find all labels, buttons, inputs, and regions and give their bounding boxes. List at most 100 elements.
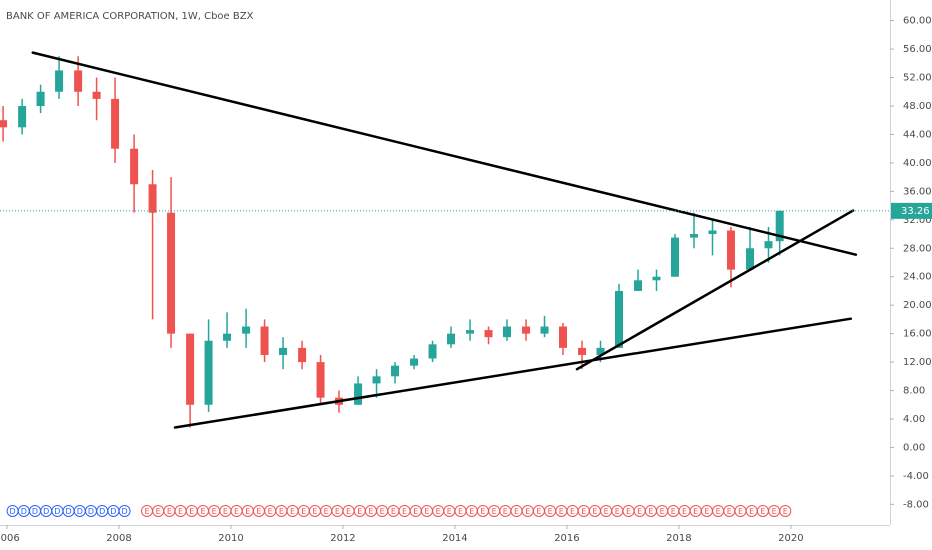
event-letter: E: [760, 507, 765, 516]
event-letter: E: [783, 507, 788, 516]
event-letter: E: [368, 507, 373, 516]
event-circle: [779, 505, 792, 517]
candle-body: [410, 358, 419, 366]
event-marker: D: [62, 505, 75, 517]
event-letter: E: [704, 507, 709, 516]
candle-body: [503, 326, 512, 338]
event-letter: E: [548, 507, 553, 516]
y-tick-label: 24.00: [903, 272, 932, 283]
event-marker: E: [689, 505, 702, 517]
event-marker: E: [611, 505, 624, 517]
event-marker: E: [734, 505, 747, 517]
candle-body: [242, 326, 251, 334]
event-marker: E: [208, 505, 221, 517]
candle-body: [36, 91, 45, 106]
event-letter: E: [234, 507, 239, 516]
event-letter: E: [648, 507, 653, 516]
event-letter: E: [492, 507, 497, 516]
event-letter: E: [660, 507, 665, 516]
event-letter: E: [458, 507, 463, 516]
event-letter: D: [99, 507, 105, 516]
candle-body: [708, 230, 717, 235]
candle-body: [447, 333, 456, 345]
event-marker: E: [678, 505, 691, 517]
event-marker: E: [454, 505, 467, 517]
y-tick-label: 60.00: [903, 16, 932, 27]
event-marker: E: [185, 505, 198, 517]
event-letter: E: [581, 507, 586, 516]
event-marker: E: [633, 505, 646, 517]
event-letter: E: [559, 507, 564, 516]
candle-body: [111, 98, 120, 149]
event-letter: E: [503, 507, 508, 516]
candle-body: [167, 212, 176, 334]
event-letter: E: [144, 507, 149, 516]
event-marker: E: [712, 505, 725, 517]
event-letter: E: [223, 507, 228, 516]
x-tick-label: 2020: [778, 533, 803, 544]
y-tick-label: 16.00: [903, 329, 932, 340]
trendline: [173, 317, 853, 429]
event-letter: E: [424, 507, 429, 516]
event-letter: E: [738, 507, 743, 516]
event-letter: D: [43, 507, 49, 516]
candle-body: [279, 347, 288, 355]
y-tick-label: 40.00: [903, 158, 932, 169]
y-tick-label: -8.00: [903, 499, 929, 510]
x-tick-label: 2010: [218, 533, 243, 544]
event-marker: E: [398, 505, 411, 517]
event-letter: E: [469, 507, 474, 516]
event-marker: E: [644, 505, 657, 517]
event-marker: E: [275, 505, 288, 517]
event-letter: E: [268, 507, 273, 516]
event-letter: E: [615, 507, 620, 516]
event-letter: E: [671, 507, 676, 516]
event-marker: E: [667, 505, 680, 517]
event-marker: E: [499, 505, 512, 517]
event-letter: E: [626, 507, 631, 516]
candle-body: [670, 237, 679, 277]
event-marker: E: [163, 505, 176, 517]
candle-body: [522, 326, 531, 334]
event-marker: E: [723, 505, 736, 517]
x-tick-label: 2018: [666, 533, 691, 544]
y-tick-label: -4.00: [903, 471, 929, 482]
event-letter: E: [727, 507, 732, 516]
event-marker: E: [320, 505, 333, 517]
event-letter: D: [10, 507, 16, 516]
y-tick-label: 52.00: [903, 73, 932, 84]
event-marker: E: [476, 505, 489, 517]
candle-body: [372, 376, 381, 384]
event-marker: E: [219, 505, 232, 517]
last-price-label: 33.26: [901, 206, 930, 217]
candle-body: [652, 276, 661, 281]
event-marker: E: [443, 505, 456, 517]
candle-body: [578, 347, 587, 355]
event-marker: D: [28, 505, 41, 517]
event-marker: E: [779, 505, 792, 517]
y-tick-label: 12.00: [903, 357, 932, 368]
event-letter: D: [110, 507, 116, 516]
event-letter: E: [178, 507, 183, 516]
event-letter: E: [380, 507, 385, 516]
event-letter: E: [436, 507, 441, 516]
event-letter: E: [279, 507, 284, 516]
candle-body: [55, 70, 64, 92]
event-letter: E: [156, 507, 161, 516]
y-tick-label: 28.00: [903, 243, 932, 254]
event-marker: E: [420, 505, 433, 517]
x-tick-label: 2016: [554, 533, 579, 544]
event-marker: E: [622, 505, 635, 517]
candle-body: [204, 340, 213, 405]
y-tick-label: 44.00: [903, 129, 932, 140]
trendline: [575, 209, 855, 371]
event-letter: E: [525, 507, 530, 516]
candle-body: [726, 230, 735, 270]
event-marker: D: [51, 505, 64, 517]
y-tick-label: 32.00: [903, 215, 932, 226]
event-letter: E: [447, 507, 452, 516]
event-letter: D: [77, 507, 83, 516]
candle-body: [316, 362, 325, 398]
event-marker: D: [73, 505, 86, 517]
